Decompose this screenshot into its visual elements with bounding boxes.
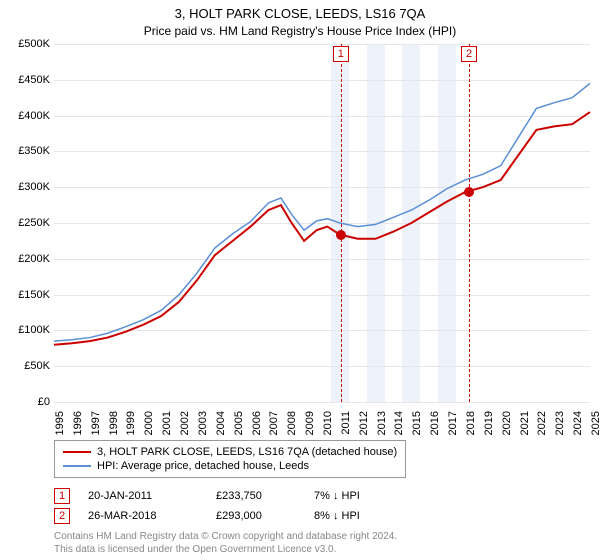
x-axis-label: 2010 [322, 411, 334, 441]
attribution-line2: This data is licensed under the Open Gov… [54, 543, 397, 556]
y-axis-label: £100K [0, 324, 50, 336]
sales-diff: 7% ↓ HPI [314, 490, 404, 502]
attribution: Contains HM Land Registry data © Crown c… [54, 530, 397, 556]
x-axis-label: 2021 [519, 411, 531, 441]
x-axis-label: 1996 [72, 411, 84, 441]
gridline-h [54, 402, 590, 403]
y-axis-label: £400K [0, 110, 50, 122]
sales-marker: 2 [54, 508, 70, 524]
x-axis-label: 2008 [286, 411, 298, 441]
x-axis-label: 2023 [554, 411, 566, 441]
x-axis-label: 2002 [179, 411, 191, 441]
x-axis-label: 2011 [340, 411, 352, 441]
x-axis-label: 2007 [268, 411, 280, 441]
y-axis-label: £50K [0, 360, 50, 372]
chart-lines [54, 44, 590, 402]
y-axis-label: £200K [0, 253, 50, 265]
sales-date: 20-JAN-2011 [88, 490, 198, 502]
page-subtitle: Price paid vs. HM Land Registry's House … [0, 21, 600, 38]
sales-price: £293,000 [216, 510, 296, 522]
x-axis-label: 2013 [376, 411, 388, 441]
y-axis-label: £450K [0, 74, 50, 86]
legend: 3, HOLT PARK CLOSE, LEEDS, LS16 7QA (det… [54, 440, 406, 478]
x-axis-label: 2003 [197, 411, 209, 441]
sales-marker: 1 [54, 488, 70, 504]
x-axis-label: 2001 [161, 411, 173, 441]
marker-line [341, 44, 342, 402]
legend-row: HPI: Average price, detached house, Leed… [63, 459, 397, 473]
series-line [54, 83, 590, 341]
x-axis-label: 2004 [215, 411, 227, 441]
series-line [54, 112, 590, 345]
marker-box: 1 [333, 46, 349, 62]
x-axis-label: 2009 [304, 411, 316, 441]
y-axis-label: £300K [0, 181, 50, 193]
marker-box: 2 [461, 46, 477, 62]
x-axis-label: 2025 [590, 411, 600, 441]
x-axis-label: 2020 [501, 411, 513, 441]
y-axis-label: £350K [0, 145, 50, 157]
y-axis-label: £0 [0, 396, 50, 408]
sales-table: 1 20-JAN-2011 £233,750 7% ↓ HPI 2 26-MAR-2018… [54, 486, 404, 526]
x-axis-label: 1995 [54, 411, 66, 441]
x-axis-label: 2024 [572, 411, 584, 441]
page-title: 3, HOLT PARK CLOSE, LEEDS, LS16 7QA [0, 0, 600, 21]
marker-dot [464, 187, 474, 197]
x-axis-label: 2006 [251, 411, 263, 441]
x-axis-label: 2014 [393, 411, 405, 441]
legend-swatch [63, 451, 91, 453]
sales-price: £233,750 [216, 490, 296, 502]
legend-label: 3, HOLT PARK CLOSE, LEEDS, LS16 7QA (det… [97, 446, 397, 458]
legend-row: 3, HOLT PARK CLOSE, LEEDS, LS16 7QA (det… [63, 445, 397, 459]
sales-diff: 8% ↓ HPI [314, 510, 404, 522]
chart-area: 12 £0£50K£100K£150K£200K£250K£300K£350K£… [54, 44, 590, 402]
sales-row: 1 20-JAN-2011 £233,750 7% ↓ HPI [54, 486, 404, 506]
y-axis-label: £150K [0, 289, 50, 301]
marker-dot [336, 230, 346, 240]
sales-row: 2 26-MAR-2018 £293,000 8% ↓ HPI [54, 506, 404, 526]
legend-swatch [63, 465, 91, 467]
x-axis-label: 1999 [125, 411, 137, 441]
attribution-line1: Contains HM Land Registry data © Crown c… [54, 530, 397, 543]
marker-line [469, 44, 470, 402]
y-axis-label: £250K [0, 217, 50, 229]
x-axis-label: 2015 [411, 411, 423, 441]
x-axis-label: 2000 [143, 411, 155, 441]
sales-date: 26-MAR-2018 [88, 510, 198, 522]
x-axis-label: 1998 [108, 411, 120, 441]
x-axis-label: 1997 [90, 411, 102, 441]
y-axis-label: £500K [0, 38, 50, 50]
x-axis-label: 2019 [483, 411, 495, 441]
legend-label: HPI: Average price, detached house, Leed… [97, 460, 309, 472]
x-axis-label: 2018 [465, 411, 477, 441]
x-axis-label: 2012 [358, 411, 370, 441]
x-axis-label: 2016 [429, 411, 441, 441]
x-axis-label: 2017 [447, 411, 459, 441]
x-axis-label: 2022 [536, 411, 548, 441]
x-axis-label: 2005 [233, 411, 245, 441]
chart-container: 3, HOLT PARK CLOSE, LEEDS, LS16 7QA Pric… [0, 0, 600, 560]
